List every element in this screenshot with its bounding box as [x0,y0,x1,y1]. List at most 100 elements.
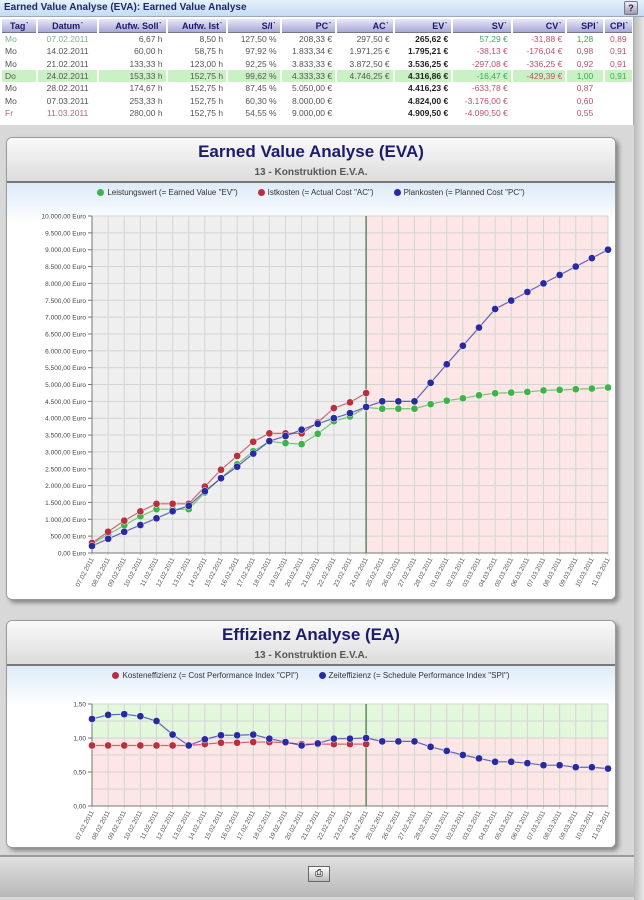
cell-si: 127,50 % [240,34,277,45]
ea-chart-panel: Effizienz Analyse (EA) 13 - Konstruktion… [6,620,616,848]
data-point [281,439,290,447]
cell-tag: Mo [5,95,17,106]
data-point [104,711,112,719]
cell-sv: -16,47 € [453,69,511,83]
data-point [168,730,177,739]
column-header-tag[interactable]: Tag˺ [2,19,37,33]
eva-chart-subtitle: 13 - Konstruktion E.V.A. [254,167,368,178]
y-tick-label: 9.500,00 Euro [45,230,86,237]
column-header-ac[interactable]: AC˺ [337,19,393,33]
eva-table: Tag˺ Datum˺ Aufw. Soll˺ Aufw. Ist˺ S/I˺ PC˺ AC… [0,17,634,125]
ea-chart-subtitle: 13 - Konstruktion E.V.A. [254,650,368,661]
y-tick-label: 2.000,00 Euro [45,483,86,490]
data-point [491,757,499,766]
cell-spi: 1,00 [567,69,603,83]
column-header-pc[interactable]: PC˺ [281,19,336,33]
eva-legend: Leistungswert (= Earned Value "EV") Istko… [7,188,615,197]
data-point [604,383,612,392]
data-point [136,712,145,721]
column-header-sv[interactable]: SV˺ [453,19,511,33]
window-frame-right [634,17,644,900]
data-point [539,279,548,288]
data-point [249,730,258,739]
cell-si: 54,55 % [245,107,277,118]
cell-ev: 265,62 € [415,34,449,45]
column-header-datum[interactable]: Datum˺ [38,19,97,33]
ea-chart-body: Kosteneffizienz (= Cost Performance Inde… [7,666,615,847]
data-point [555,761,564,770]
print-button[interactable]: ⎙ [308,866,330,882]
cell-ac: 3.872,50 € [349,58,390,69]
y-tick-label: 7.000,00 Euro [45,315,86,322]
data-point [313,739,322,748]
data-point [201,735,209,744]
cell-cv: -176,04 € [526,46,563,57]
column-header-aufw-ist[interactable]: Aufw. Ist˺ [167,19,227,33]
y-tick-label: 8.500,00 Euro [45,264,86,271]
cell-soll: 253,33 h [129,95,163,106]
data-point [442,360,451,369]
eva-chart-body: Leistungswert (= Earned Value "EV") Istko… [7,183,615,599]
eva-chart-title: Earned Value Analyse (EVA) [198,142,424,161]
cell-cv: -336,25 € [526,58,563,69]
data-point [152,741,161,750]
table-row[interactable]: Mo 07.03.2011 253,33 h 152,75 h 60,30 % 8.000… [2,94,632,106]
cell-ev: 3.536,25 € [408,58,449,69]
column-header-cv[interactable]: CV˺ [512,19,566,33]
data-point [410,397,419,406]
table-row[interactable]: Mo 28.02.2011 174,67 h 152,75 h 87,45 % 5.050… [2,82,632,94]
column-header-aufw-soll[interactable]: Aufw. Soll˺ [98,19,166,33]
cell-cv [513,107,566,119]
legend-item[interactable]: Leistungswert (= Earned Value "EV") [97,188,238,197]
y-tick-label: 5.000,00 Euro [45,382,86,389]
legend-item[interactable]: Kosteneffizienz (= Cost Performance Inde… [112,671,299,680]
data-point [265,429,274,438]
legend-marker [97,189,105,196]
data-point [152,717,161,725]
data-point [184,501,193,510]
cell-cv [513,82,566,94]
column-header-cpi[interactable]: CPI˺ [604,19,632,33]
y-tick-label: 3.000,00 Euro [45,449,86,456]
table-row[interactable]: Mo 07.02.2011 6,67 h 8,50 h 127,50 % 208,33 €… [2,33,632,45]
data-point [555,386,564,394]
table-row[interactable]: Mo 14.02.2011 60,00 h 58,75 h 97,92 % 1.833,3… [2,45,632,57]
table-row[interactable]: Do 24.02.2011 153,33 h 152,75 h 99,62 % 4.333… [2,69,632,83]
cell-tag: Mo [5,58,17,69]
column-header-spi[interactable]: SPI˺ [567,19,603,33]
cell-spi: 0,98 [576,46,594,57]
data-point [88,715,96,723]
cell-si: 60,30 % [245,95,277,106]
cell-datum: 24.02.2011 [38,69,97,83]
legend-item[interactable]: Plankosten (= Planned Cost "PC") [393,188,525,197]
cell-cv: -429,39 € [512,69,566,83]
data-point [507,757,516,766]
cell-soll: 6,67 h [138,34,163,45]
data-point [136,507,145,516]
data-point [539,386,548,395]
column-header-s-i[interactable]: S/I˺ [228,19,280,33]
column-header-ev[interactable]: EV˺ [394,19,452,33]
eva-chart: 0,00 Euro 500,00 Euro 1.000,00 Euro 1.500,0… [42,214,612,589]
legend-item[interactable]: Istkosten (= Actual Cost "AC") [257,188,374,197]
table-row[interactable]: Fr 11.03.2011 280,00 h 152,75 h 54,55 % 9.000… [2,107,632,119]
table-row[interactable]: Mo 21.02.2011 133,33 h 123,00 h 92,25 % 3.833… [2,58,632,70]
cell-soll: 60,00 h [134,46,163,57]
y-tick-label: 0,50 [73,770,86,777]
data-point [442,396,451,405]
data-point [459,341,467,350]
help-icon[interactable]: ? [624,1,638,15]
legend-item[interactable]: Zeiteffizienz (= Schedule Performance In… [318,671,510,680]
cell-tag: Mo [5,34,17,45]
data-point [217,731,225,740]
data-point [120,710,129,719]
data-point [265,734,274,743]
table-header: Tag˺ Datum˺ Aufw. Soll˺ Aufw. Ist˺ S/I˺ PC˺ AC… [2,19,632,33]
cell-sv: -3.176,00 € [464,95,508,106]
cell-ac: 297,50 € [356,34,390,45]
y-tick-label: 1.000,00 Euro [45,517,86,524]
cell-pc: 4.333,33 € [281,69,336,83]
data-point [539,761,548,770]
cell-ist: 152,75 h [190,107,224,118]
cell-datum: 11.03.2011 [46,107,89,118]
